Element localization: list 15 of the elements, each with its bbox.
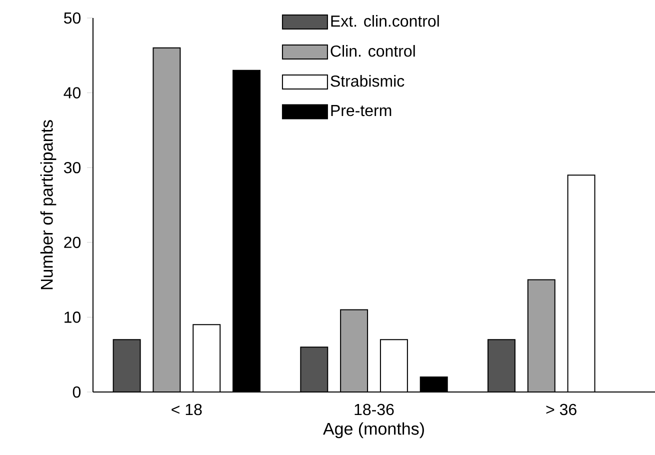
legend-label: Ext. clin.control — [331, 15, 439, 27]
y-tick-label: 0 — [72, 386, 81, 398]
legend-label: Strabismic — [330, 75, 404, 87]
legend-label: Clin. control — [330, 45, 415, 57]
x-tick-label: 18-36 — [354, 404, 394, 416]
legend-label: Pre-term — [331, 105, 392, 116]
y-tick-label: 10 — [64, 312, 81, 323]
y-tick-label: 30 — [64, 162, 81, 174]
x-axis-title: Age (months) — [323, 422, 424, 438]
y-axis-title: Number of participants — [40, 120, 56, 290]
y-tick-label: 50 — [64, 12, 81, 24]
x-tick-label: > 36 — [546, 404, 576, 416]
y-tick-label: 40 — [64, 87, 81, 98]
y-tick-label: 20 — [64, 236, 81, 248]
x-tick-label: < 18 — [172, 404, 202, 416]
